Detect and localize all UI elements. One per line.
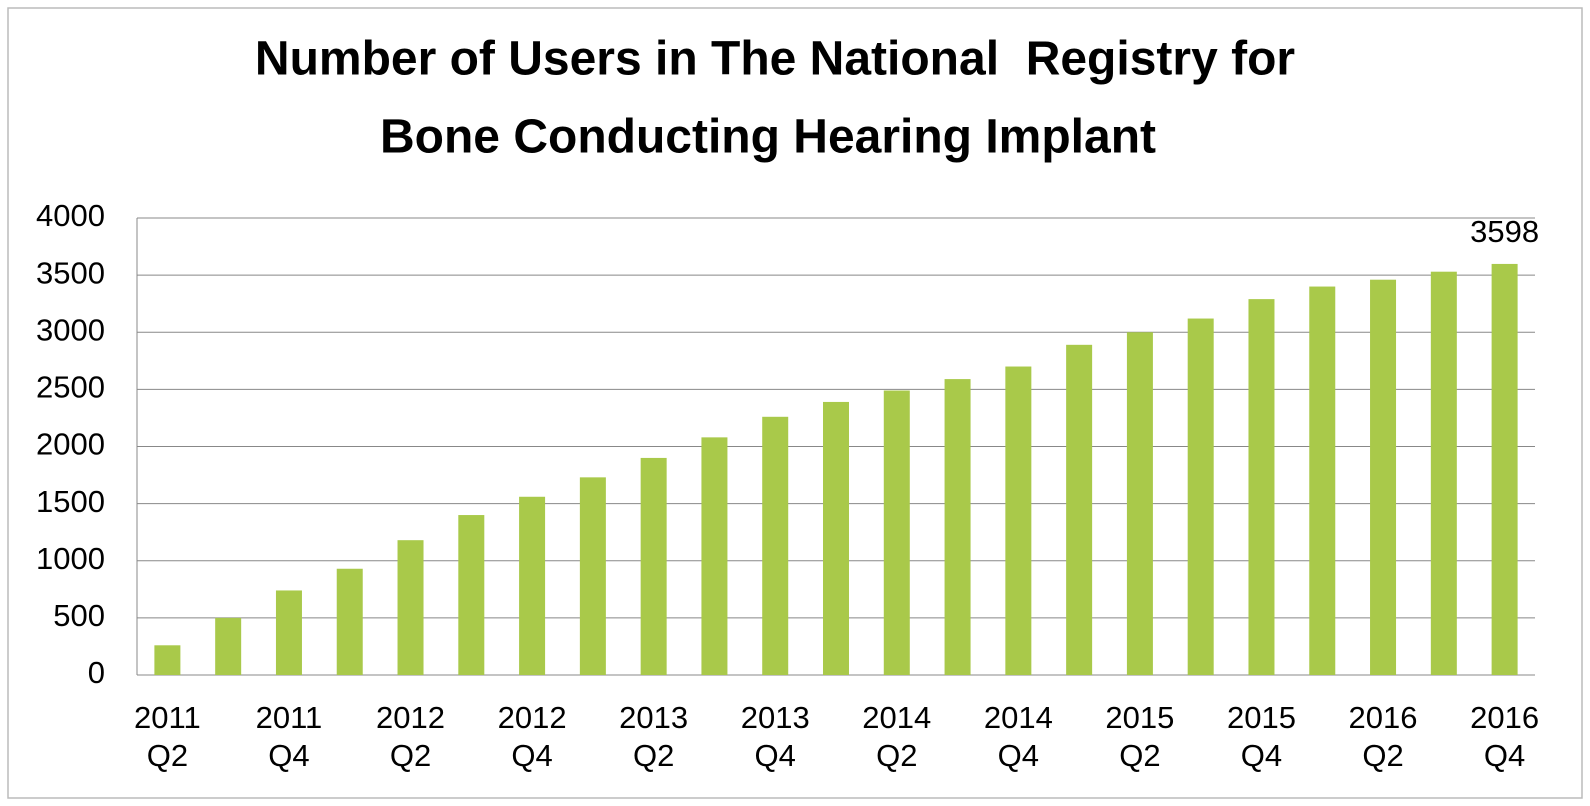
bar — [1430, 271, 1457, 675]
bar — [1066, 344, 1093, 675]
bar — [1126, 332, 1153, 675]
x-tick-label: 2011 Q4 — [255, 700, 323, 773]
bar — [1491, 263, 1518, 675]
bar — [1187, 318, 1214, 675]
x-tick-label: 2015 Q2 — [1105, 700, 1175, 773]
bar — [1248, 299, 1275, 675]
x-tick-label: 2012 Q4 — [497, 700, 567, 773]
bar — [823, 401, 849, 675]
y-tick-label: 2500 — [36, 370, 105, 405]
bar — [519, 496, 546, 675]
y-tick-label: 0 — [88, 655, 105, 690]
chart-title: Bone Conducting Hearing Implant — [380, 111, 1156, 164]
x-tick-label: 2011 Q2 — [134, 700, 201, 773]
chart-title: Number of Users in The National Registry… — [255, 33, 1295, 86]
y-tick-label: 1500 — [36, 484, 105, 519]
bar — [1309, 286, 1336, 675]
y-tick-label: 3000 — [36, 312, 105, 347]
bar — [458, 515, 485, 675]
bar — [701, 437, 728, 675]
x-tick-label: 2015 Q4 — [1226, 700, 1296, 773]
bar — [1005, 366, 1032, 675]
y-tick-label: 3500 — [36, 255, 105, 290]
y-tick-label: 2000 — [36, 427, 105, 462]
bar — [275, 590, 302, 675]
x-tick-label: 2014 Q2 — [862, 700, 932, 773]
bar — [944, 379, 971, 675]
bar — [883, 390, 910, 675]
data-label: 3598 — [1470, 214, 1539, 249]
bar — [762, 416, 789, 675]
bar — [336, 568, 363, 675]
bar — [579, 477, 606, 675]
x-tick-label: 2016 Q2 — [1348, 700, 1418, 773]
bar — [397, 540, 424, 675]
x-tick-label: 2012 Q2 — [376, 700, 445, 773]
bar — [215, 617, 242, 675]
x-tick-label: 2014 Q4 — [983, 700, 1053, 773]
y-tick-label: 500 — [53, 598, 105, 633]
y-tick-label: 4000 — [36, 198, 105, 233]
frame — [7, 7, 1583, 799]
x-tick-label: 2013 Q2 — [619, 700, 689, 773]
bar — [1370, 279, 1397, 675]
x-tick-label: 2013 Q4 — [740, 700, 810, 773]
x-tick-label: 2016 Q4 — [1470, 700, 1540, 773]
y-tick-label: 1000 — [36, 541, 105, 576]
bar — [640, 457, 667, 675]
bar — [154, 645, 181, 675]
